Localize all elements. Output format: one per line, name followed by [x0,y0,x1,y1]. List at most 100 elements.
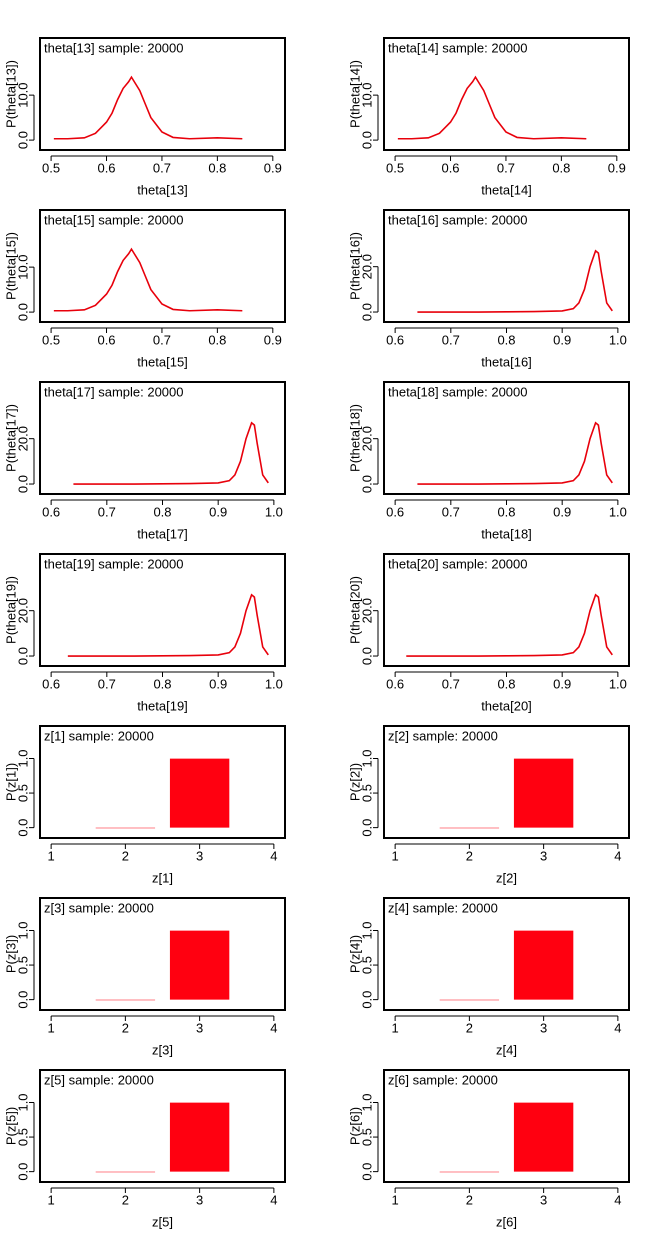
y-tick-label: 20.0 [15,598,30,623]
bar [95,827,156,829]
y-tick-label: 0.0 [15,819,30,837]
chart-title: theta[18] sample: 20000 [388,384,528,399]
y-tick-label: 0.0 [359,991,374,1009]
x-tick-label: 1 [48,848,55,863]
x-tick-label: 3 [196,1020,203,1035]
y-axis-label: P(z[2]) [347,763,362,801]
x-axis-label: theta[19] [137,698,188,713]
x-tick-label: 0.8 [497,504,515,519]
x-tick-label: 2 [122,1192,129,1207]
x-tick-label: 4 [270,848,277,863]
x-tick-label: 0.7 [153,160,171,175]
y-tick-label: 10.0 [15,254,30,279]
density-line [67,593,269,657]
x-tick-label: 2 [466,848,473,863]
x-tick-label: 2 [122,848,129,863]
plot-box [39,381,286,495]
y-axis-label: P(theta[14]) [347,60,362,128]
bar [95,999,156,1001]
y-tick-label: 0.0 [15,991,30,1009]
plot-box [383,1069,630,1183]
x-tick-label: 0.6 [386,504,404,519]
x-tick-label: 0.8 [552,160,570,175]
plot-box [383,381,630,495]
chart-title: theta[13] sample: 20000 [44,40,184,55]
y-axis-label: P(theta[18]) [347,404,362,472]
y-tick-label: 0.5 [359,784,374,802]
y-tick-label: 1.0 [15,1093,30,1111]
plot-box [383,553,630,667]
plot-box [39,209,286,323]
y-tick-label: 0.0 [15,131,30,149]
x-tick-label: 3 [196,848,203,863]
bar [513,930,574,1000]
chart-title: z[1] sample: 20000 [44,728,154,743]
bar [439,827,500,829]
chart-title: theta[16] sample: 20000 [388,212,528,227]
y-axis-label: P(theta[16]) [347,232,362,300]
x-tick-label: 0.8 [153,676,171,691]
x-tick-label: 1.0 [265,676,283,691]
x-axis-label: theta[18] [481,526,532,541]
bar [439,999,500,1001]
x-tick-label: 0.9 [209,504,227,519]
y-tick-label: 0.0 [359,647,374,665]
x-axis-label: theta[14] [481,182,532,197]
x-axis-label: z[4] [496,1042,517,1057]
x-tick-label: 0.6 [97,332,115,347]
x-tick-label: 0.5 [42,160,60,175]
x-tick-label: 0.8 [153,504,171,519]
y-axis-label: P(z[1]) [3,763,18,801]
y-axis-label: P(z[3]) [3,935,18,973]
y-axis-label: P(theta[19]) [3,576,18,644]
chart-title: z[3] sample: 20000 [44,900,154,915]
x-tick-label: 0.8 [208,332,226,347]
density-line [417,421,613,485]
y-tick-label: 1.0 [15,921,30,939]
bar [95,1171,156,1173]
y-axis-label: P(theta[15]) [3,232,18,300]
y-tick-label: 0.5 [359,956,374,974]
x-tick-label: 0.6 [441,160,459,175]
x-axis-label: z[6] [496,1214,517,1229]
y-tick-label: 0.0 [359,131,374,149]
y-tick-label: 0.0 [15,303,30,321]
x-tick-label: 0.9 [553,332,571,347]
x-tick-label: 1.0 [265,504,283,519]
chart-title: z[2] sample: 20000 [388,728,498,743]
x-tick-label: 1 [392,1020,399,1035]
x-tick-label: 0.9 [608,160,626,175]
y-tick-label: 20.0 [359,598,374,623]
y-axis-label: P(z[5]) [3,1107,18,1145]
x-axis-label: z[5] [152,1214,173,1229]
bar [439,1171,500,1173]
bar [169,758,230,828]
x-tick-label: 0.5 [42,332,60,347]
x-tick-label: 1.0 [609,332,627,347]
plot-box [39,725,286,839]
x-tick-label: 1.0 [609,504,627,519]
density-line [53,75,243,140]
y-axis-label: P(z[6]) [347,1107,362,1145]
y-tick-label: 0.0 [15,647,30,665]
y-tick-label: 1.0 [359,921,374,939]
x-tick-label: 0.7 [98,504,116,519]
y-tick-label: 0.0 [359,475,374,493]
x-tick-label: 4 [270,1020,277,1035]
x-tick-label: 3 [540,1192,547,1207]
x-tick-label: 0.6 [386,676,404,691]
chart-title: theta[15] sample: 20000 [44,212,184,227]
x-tick-label: 3 [540,848,547,863]
chart-title: z[4] sample: 20000 [388,900,498,915]
x-tick-label: 2 [122,1020,129,1035]
x-tick-label: 0.6 [42,676,60,691]
x-tick-label: 0.7 [98,676,116,691]
y-tick-label: 1.0 [15,749,30,767]
y-tick-label: 20.0 [15,426,30,451]
x-tick-label: 2 [466,1192,473,1207]
plot-box [383,725,630,839]
x-tick-label: 4 [614,1020,621,1035]
x-tick-label: 0.6 [97,160,115,175]
y-tick-label: 0.0 [359,303,374,321]
